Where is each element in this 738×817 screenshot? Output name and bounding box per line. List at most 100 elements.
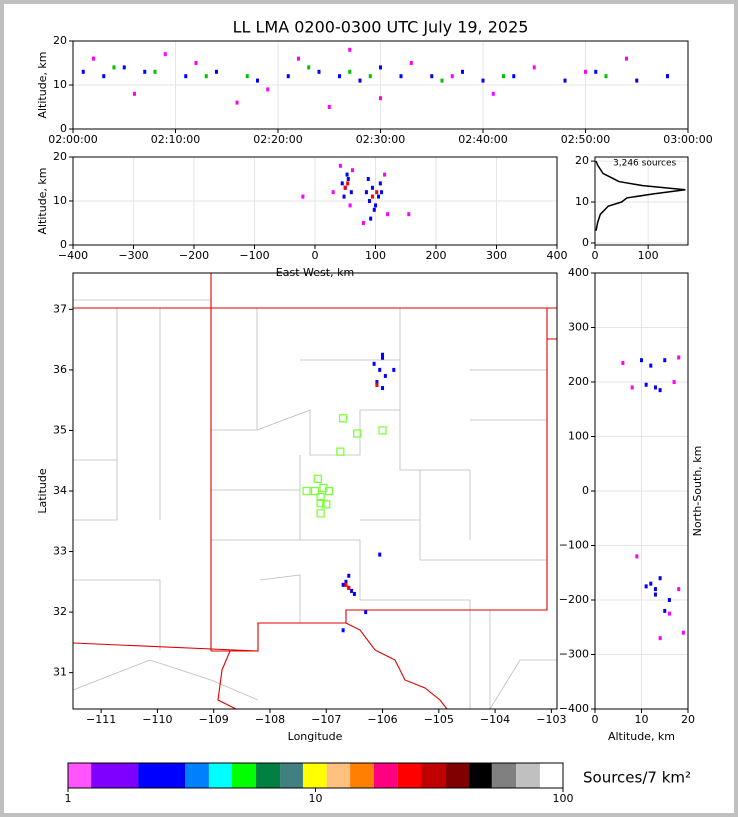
source-point <box>331 190 335 195</box>
source-point <box>301 194 305 199</box>
source-point <box>386 212 390 217</box>
source-point <box>317 69 321 74</box>
color-bin <box>138 763 186 788</box>
y-tick-label: 36 <box>53 363 67 376</box>
source-point <box>204 74 208 79</box>
source-point <box>374 203 377 208</box>
source-point <box>184 74 188 79</box>
altitude-profile <box>595 160 686 231</box>
source-point <box>375 380 379 384</box>
source-point <box>122 65 126 70</box>
source-point <box>672 380 676 384</box>
source-point <box>440 78 444 83</box>
source-point <box>102 74 106 79</box>
source-point <box>341 628 345 633</box>
source-point <box>666 74 669 79</box>
source-point <box>347 573 351 578</box>
color-bin <box>91 763 139 788</box>
source-point <box>338 163 342 168</box>
x-tick-label: −111 <box>86 713 116 726</box>
source-point <box>297 56 300 61</box>
source-point <box>375 190 379 195</box>
source-point <box>348 47 352 52</box>
source-point <box>512 74 516 79</box>
y-axis-label: Altitude, km <box>36 51 49 118</box>
source-point <box>369 216 373 221</box>
source-point <box>594 69 598 74</box>
source-point <box>649 581 653 586</box>
source-point <box>532 65 536 70</box>
y-tick-label: 300 <box>568 321 589 334</box>
source-point <box>379 65 382 70</box>
source-point <box>379 96 382 101</box>
source-point <box>345 172 349 177</box>
source-point <box>621 360 625 365</box>
source-point <box>604 74 608 79</box>
station <box>322 500 331 509</box>
y-tick-label: −100 <box>559 539 589 552</box>
x-tick-label: −300 <box>118 249 148 262</box>
color-bin <box>350 763 374 788</box>
source-point <box>649 363 653 368</box>
station <box>316 509 325 518</box>
x-tick-label: 20 <box>681 713 695 726</box>
x-tick-label: 10 <box>635 713 649 726</box>
source-point <box>630 385 634 390</box>
source-point <box>399 74 403 79</box>
y-tick-label: 20 <box>53 150 67 163</box>
source-point <box>383 172 387 177</box>
source-point <box>367 199 371 203</box>
source-point <box>430 74 434 79</box>
color-bin <box>280 763 303 788</box>
x-tick-label: 100 <box>638 249 659 262</box>
x-tick-label: 1 <box>65 792 72 805</box>
source-point <box>481 78 485 83</box>
source-point <box>392 367 396 372</box>
color-bin <box>397 763 422 788</box>
source-point <box>644 584 648 589</box>
source-point <box>348 203 352 208</box>
color-bin <box>185 763 209 788</box>
source-point <box>341 582 345 587</box>
source-point <box>502 74 505 79</box>
source-point <box>256 78 259 83</box>
source-point <box>351 168 355 173</box>
color-bin <box>421 763 446 788</box>
source-point <box>658 636 662 641</box>
x-tick-label: −108 <box>255 713 285 726</box>
x-tick-label: 100 <box>553 792 574 805</box>
x-tick-label: −110 <box>142 713 172 726</box>
source-point <box>461 69 464 74</box>
source-point <box>342 194 346 199</box>
y-tick-label: 37 <box>53 302 67 315</box>
source-point <box>327 105 331 109</box>
y-tick-label: 32 <box>53 605 67 618</box>
station <box>316 498 325 508</box>
source-point <box>344 579 348 584</box>
y-tick-label: −200 <box>559 593 589 606</box>
axes-frame <box>594 272 689 710</box>
source-point <box>361 221 365 225</box>
source-point <box>378 367 382 372</box>
source-point <box>370 185 374 190</box>
source-point <box>663 608 667 613</box>
source-point <box>143 69 147 74</box>
axes-frame <box>72 40 689 130</box>
y-tick-label: 100 <box>568 430 589 443</box>
y-tick-label: 10 <box>53 78 67 91</box>
source-point <box>347 585 351 590</box>
station <box>316 492 325 502</box>
color-bin <box>445 763 469 788</box>
y-tick-label: 0 <box>582 236 589 249</box>
station <box>302 486 311 496</box>
source-point <box>163 52 167 57</box>
y-tick-label: 31 <box>53 666 67 679</box>
color-bin <box>491 763 517 788</box>
source-point <box>366 177 370 181</box>
source-point <box>409 61 413 65</box>
source-point <box>346 177 350 181</box>
y-tick-label: 20 <box>53 34 67 47</box>
station <box>353 429 362 438</box>
station <box>378 426 387 435</box>
